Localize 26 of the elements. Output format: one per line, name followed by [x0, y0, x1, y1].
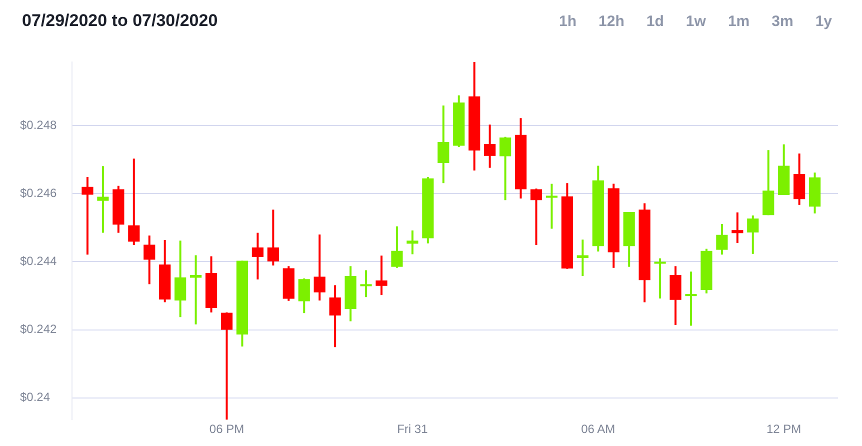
y-tick-label: $0.24 [20, 390, 50, 404]
text: 1d [645, 12, 665, 32]
text: 1w [684, 12, 707, 32]
candlestick [546, 184, 558, 229]
x-tick-label: 12 PM [766, 422, 802, 436]
y-tick-label: $0.242 [20, 322, 58, 336]
x-tick-label: 06 PM [209, 422, 244, 436]
candlestick [360, 270, 372, 298]
x-tick-label: Fri 31 [397, 422, 428, 436]
text: 1y [814, 12, 833, 32]
y-tick-label: $0.246 [20, 186, 58, 200]
candlestick [82, 177, 94, 255]
y-tick-label: $0.244 [20, 254, 58, 268]
candlestick [97, 166, 109, 233]
x-tick-label: 06 AM [581, 422, 616, 436]
text: 12h [598, 12, 626, 32]
candlestick [685, 272, 697, 326]
candlestick [732, 212, 744, 244]
candlestick [190, 255, 202, 324]
candlestick [576, 240, 588, 276]
chart-title: 07/29/2020 to 07/30/2020 [22, 11, 218, 31]
text: 1h [558, 12, 578, 32]
y-tick-label: $0.248 [20, 118, 58, 132]
candlestick [654, 258, 666, 298]
text: 1m [726, 12, 751, 32]
text: 3m [770, 12, 794, 32]
